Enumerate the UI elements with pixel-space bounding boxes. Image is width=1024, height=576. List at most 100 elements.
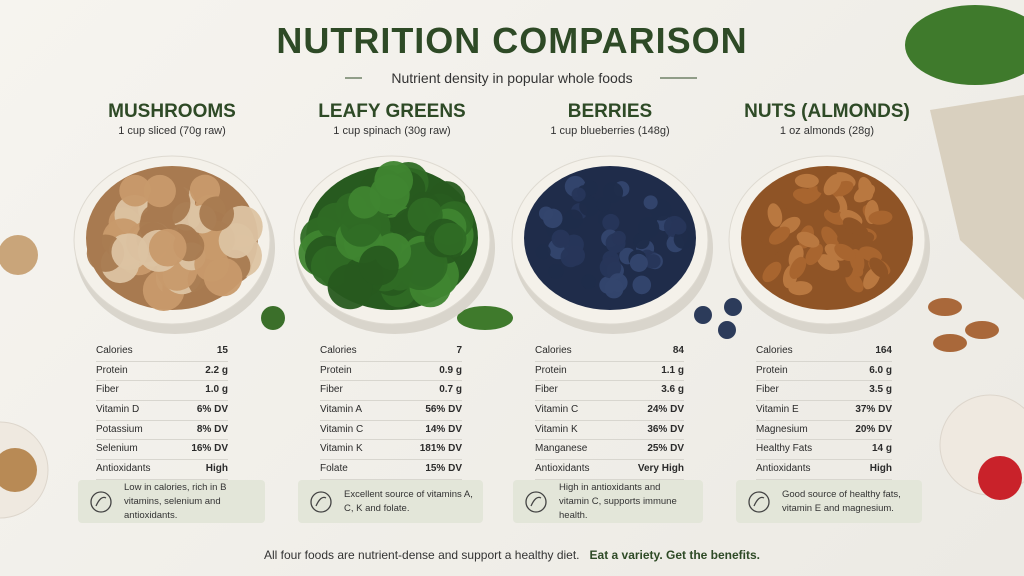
food-piece (629, 253, 648, 272)
nutrition-row: Fiber 1.0 g (96, 381, 228, 402)
food-piece (548, 263, 564, 279)
nutrient-label: Fiber (320, 384, 343, 396)
food-piece (673, 229, 693, 249)
food-piece (608, 273, 628, 293)
almond (869, 257, 889, 278)
nutrition-row: Protein 2.2 g (96, 362, 228, 382)
nutrition-row: Manganese 25% DV (535, 440, 684, 461)
almond (965, 321, 999, 339)
note-icon (748, 490, 770, 513)
food-serving: 1 cup blueberries (148g) (550, 125, 670, 137)
food-piece (433, 222, 467, 256)
nutrient-label: Folate (320, 463, 348, 475)
nutrient-value: 37% DV (855, 404, 892, 416)
nutrient-label: Selenium (96, 443, 138, 455)
nutrient-value: 6% DV (196, 404, 228, 416)
nutrition-row: Vitamin E 37% DV (756, 401, 892, 421)
almond (928, 298, 962, 316)
nutrient-label: Vitamin D (96, 404, 140, 416)
nutrient-label: Protein (96, 364, 128, 376)
food-piece (579, 196, 600, 217)
note-icon (90, 490, 112, 513)
nutrient-label: Calories (96, 345, 133, 356)
nutrient-label: Vitamin C (320, 423, 364, 435)
nutrient-label: Antioxidants (756, 463, 811, 475)
food-piece (111, 233, 149, 270)
note-icon (525, 490, 547, 513)
nutrient-label: Vitamin A (320, 404, 363, 416)
nutrition-row: Fiber 0.7 g (320, 381, 462, 402)
nutrient-label: Protein (320, 364, 352, 376)
nutrient-label: Calories (756, 345, 793, 356)
almond (794, 173, 819, 188)
food-piece (632, 275, 652, 295)
food-piece (203, 257, 243, 297)
nutrition-row: Vitamin A 56% DV (320, 401, 462, 421)
nutrition-row: Vitamin C 14% DV (320, 421, 462, 441)
food-name: LEAFY GREENS (318, 101, 466, 122)
nutrition-row: Fiber 3.6 g (535, 381, 684, 402)
nutrient-label: Antioxidants (535, 463, 590, 475)
nutrient-label: Vitamin K (320, 443, 363, 455)
food-serving: 1 oz almonds (28g) (779, 125, 875, 137)
nutrient-label: Protein (535, 364, 567, 376)
nutrition-row: Antioxidants High (756, 460, 892, 480)
food-piece (602, 182, 624, 203)
walnuts (0, 448, 37, 492)
nutrition-row: Protein 1.1 g (535, 362, 684, 382)
nutrient-value: 8% DV (196, 423, 228, 435)
food-piece (563, 209, 583, 229)
nutrition-row: Vitamin K 181% DV (320, 440, 462, 461)
nutrition-row: Magnesium 20% DV (756, 421, 892, 441)
food-piece (596, 197, 611, 212)
food-piece (571, 187, 586, 202)
nutrient-label: Protein (756, 364, 788, 376)
nutrient-value: 1.0 g (205, 384, 228, 396)
icon-stroke (530, 496, 542, 506)
berry (724, 298, 742, 316)
title: NUTRITION COMPARISON (276, 20, 748, 61)
food-piece (599, 256, 622, 279)
nutrient-value: 0.7 g (439, 384, 462, 396)
nutrient-value: 25% DV (647, 443, 684, 455)
food-piece (582, 180, 598, 196)
nutrition-row: Antioxidants Very High (535, 460, 684, 480)
subtitle: Nutrient density in popular whole foods (391, 70, 633, 86)
nutrient-value: 3.6 g (661, 384, 684, 396)
note-box: Low in calories, rich in B vitamins, sel… (78, 480, 265, 523)
food-piece (535, 244, 551, 260)
food-piece (638, 217, 660, 239)
nutrition-row: Calories 164 (756, 342, 892, 362)
leaf (457, 306, 513, 330)
note-icon (310, 490, 332, 513)
footer-text: All four foods are nutrient-dense and su… (263, 548, 580, 562)
food-piece (602, 213, 620, 232)
food-piece (581, 274, 596, 290)
icon-ring (310, 490, 332, 513)
nutrient-value: 16% DV (191, 443, 228, 455)
food-name: MUSHROOMS (108, 101, 236, 122)
food-piece (143, 174, 176, 208)
nutrient-label: Calories (320, 345, 357, 356)
food-piece (542, 208, 563, 229)
icon-stroke (315, 496, 327, 506)
food-name: NUTS (ALMONDS) (744, 101, 910, 122)
cloth (930, 95, 1024, 300)
note-text: Excellent source of vitamins A, C, K and… (344, 488, 473, 514)
spinach-leaves (905, 5, 1024, 85)
nutrient-label: Manganese (535, 443, 588, 455)
nutrient-value: 6.0 g (869, 364, 892, 376)
food-piece (199, 196, 235, 232)
almond (821, 192, 840, 214)
note-text: Low in calories, rich in B vitamins, sel… (124, 481, 227, 521)
nutrient-value: 7 (456, 345, 462, 356)
food-piece (374, 160, 414, 200)
nutrition-row: Protein 0.9 g (320, 362, 462, 382)
food-serving: 1 cup sliced (70g raw) (118, 125, 226, 137)
nutrient-label: Healthy Fats (756, 443, 813, 455)
food-piece (148, 228, 187, 267)
nutrient-value: 24% DV (647, 404, 684, 416)
almond (796, 231, 820, 248)
almond (767, 203, 783, 227)
